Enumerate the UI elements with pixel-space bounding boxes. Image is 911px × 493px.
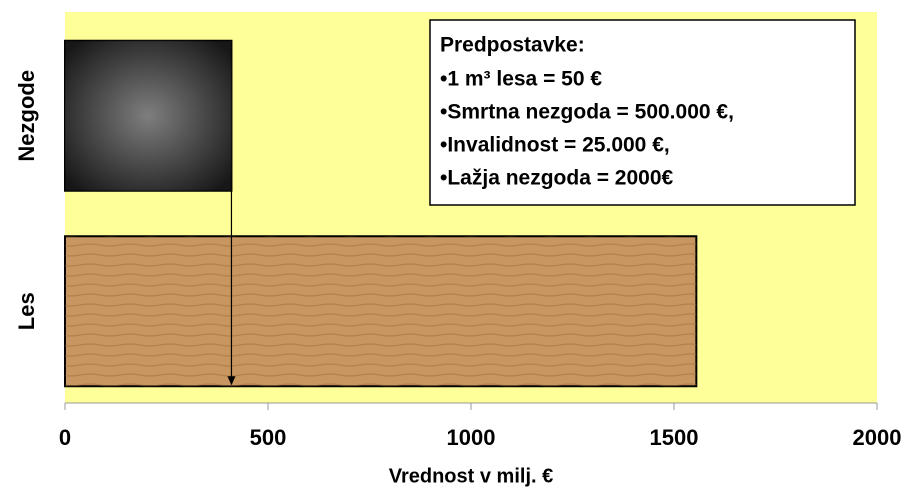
x-axis-label: Vrednost v milj. €	[389, 465, 554, 487]
arrow-head	[227, 376, 236, 386]
x-tick-label: 1500	[650, 425, 699, 450]
annotation-line: •Lažja nezgoda = 2000€	[440, 167, 674, 190]
annotation-line: •1 m³ lesa = 50 €	[440, 68, 602, 91]
annotation-frame	[429, 19, 856, 206]
x-tick-label: 0	[59, 425, 71, 450]
bar-texture	[65, 236, 697, 387]
y-tick-label: Nezgode	[14, 70, 39, 162]
annotation-box: Predpostavke: •1 m³ lesa = 50 € •Smrtna ne…	[429, 19, 856, 206]
annotation-line: •Smrtna nezgoda = 500.000 €,	[440, 101, 734, 124]
y-tick-label: Les	[14, 292, 39, 330]
bar-texture	[65, 40, 232, 191]
annotation-line: •Invalidnost = 25.000 €,	[440, 134, 670, 157]
x-tick-label: 500	[250, 425, 287, 450]
x-tick-label: 1000	[447, 425, 496, 450]
annotation-title: Predpostavke:	[440, 34, 585, 57]
x-tick-label: 2000	[853, 425, 902, 450]
